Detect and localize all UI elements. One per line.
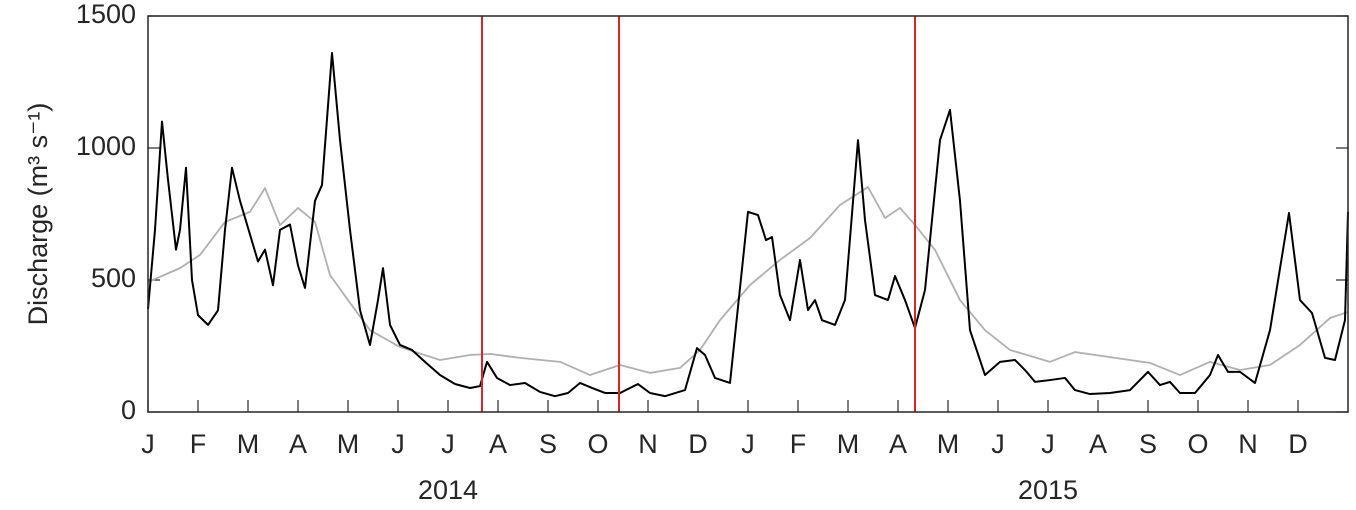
x-tick-label: A xyxy=(489,429,507,459)
x-tick-label: J xyxy=(441,429,455,459)
x-tick-label: F xyxy=(190,429,207,459)
x-tick-label: J xyxy=(141,429,155,459)
x-tick-label: J xyxy=(991,429,1005,459)
x-group-label: 2015 xyxy=(1018,475,1078,505)
x-tick-label: N xyxy=(1238,429,1258,459)
x-tick-label: J xyxy=(1041,429,1055,459)
plot-frame xyxy=(147,15,1349,413)
x-tick-label: A xyxy=(1089,429,1107,459)
y-tick-label: 1500 xyxy=(76,0,136,29)
x-tick-label: S xyxy=(539,429,557,459)
x-tick-label: A xyxy=(289,429,307,459)
y-tick-label: 500 xyxy=(91,263,136,293)
x-tick-label: A xyxy=(889,429,907,459)
x-tick-label: N xyxy=(638,429,658,459)
x-tick-label: M xyxy=(237,429,260,459)
y-tick-label: 1000 xyxy=(76,131,136,161)
data-line xyxy=(147,186,1349,376)
x-tick-label: M xyxy=(937,429,960,459)
x-tick-label: O xyxy=(587,429,608,459)
x-tick-label: O xyxy=(1187,429,1208,459)
x-tick-label: J xyxy=(391,429,405,459)
x-tick-label: D xyxy=(688,429,708,459)
x-tick-label: J xyxy=(741,429,755,459)
x-group-label: 2014 xyxy=(418,475,478,505)
y-axis-label: Discharge (m³ s⁻¹) xyxy=(23,103,53,326)
x-tick-label: S xyxy=(1139,429,1157,459)
x-tick-label: D xyxy=(1288,429,1308,459)
x-tick-label: M xyxy=(337,429,360,459)
x-tick-label: F xyxy=(790,429,807,459)
data-line xyxy=(147,51,1349,398)
x-tick-label: M xyxy=(837,429,860,459)
y-tick-label: 0 xyxy=(121,395,136,425)
